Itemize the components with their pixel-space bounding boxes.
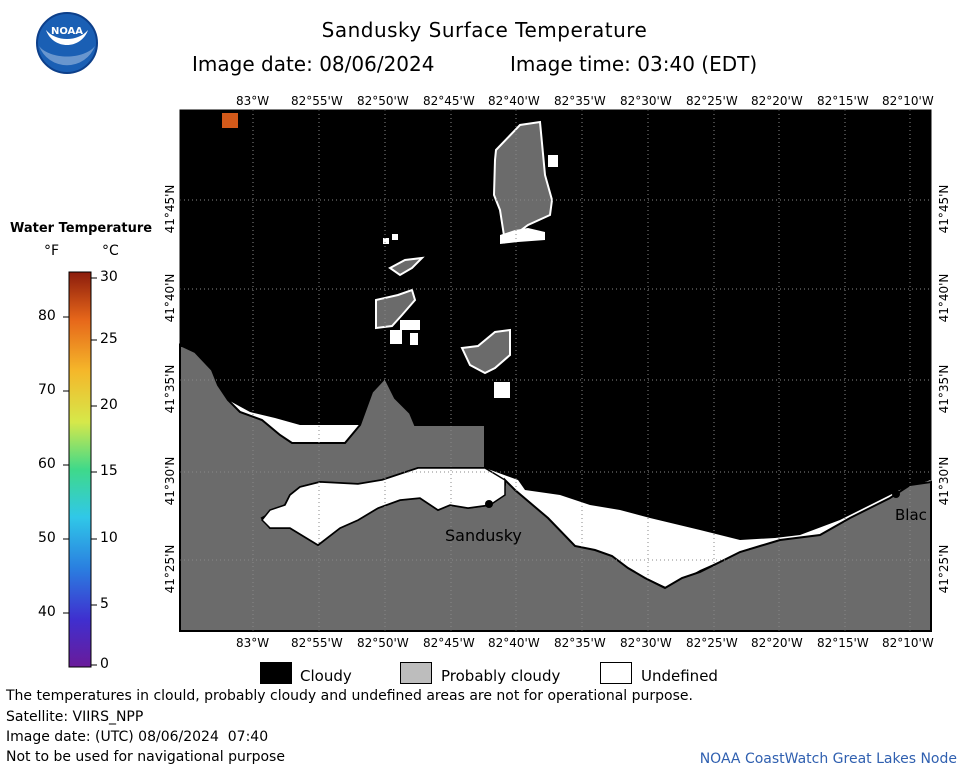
lon-label-bottom: 82°20'W <box>751 636 803 650</box>
undefined-patch <box>500 228 545 244</box>
graticule <box>180 110 931 631</box>
lat-label-right: 41°25'N <box>937 544 951 594</box>
island-small <box>388 256 425 277</box>
unit-fahrenheit: °F <box>44 243 60 259</box>
f-tick-label: 60 <box>38 456 56 472</box>
undefined-patch <box>390 330 402 344</box>
satellite-text: Satellite: VIIRS_NPP <box>6 709 144 725</box>
c-tick-label: 0 <box>100 656 109 672</box>
image-date-label: Image date: 08/06/2024 <box>192 52 435 76</box>
logo-text: NOAA <box>51 26 83 37</box>
lon-label-top: 82°15'W <box>817 94 869 108</box>
c-tick-label: 15 <box>100 463 118 479</box>
f-tick-label: 80 <box>38 308 56 324</box>
lat-label-right: 41°30'N <box>937 456 951 506</box>
lat-label-right: 41°45'N <box>937 184 951 234</box>
lat-label-left: 41°30'N <box>163 456 177 506</box>
lon-label-top: 82°10'W <box>882 94 934 108</box>
sandusky-marker <box>485 500 493 508</box>
lat-label-left: 41°25'N <box>163 544 177 594</box>
undefined-patch <box>494 382 510 398</box>
lon-label-bottom: 82°35'W <box>554 636 606 650</box>
blac-label: Blac <box>895 506 927 524</box>
lat-label-right: 41°35'N <box>937 364 951 414</box>
lon-label-top: 82°30'W <box>620 94 672 108</box>
lon-label-bottom: 82°45'W <box>423 636 475 650</box>
probably-cloudy-key-label: Probably cloudy <box>441 667 561 685</box>
undefined-patch <box>392 234 398 240</box>
f-tick-label: 70 <box>38 382 56 398</box>
lat-label-left: 41°35'N <box>163 364 177 414</box>
cloudy-key-label: Cloudy <box>300 667 352 685</box>
image-time-label: Image time: 03:40 (EDT) <box>510 52 758 76</box>
lon-label-top: 83°W <box>236 94 270 108</box>
lon-label-bottom: 82°55'W <box>291 636 343 650</box>
c-tick-label: 20 <box>100 397 118 413</box>
undefined-swatch <box>600 662 632 684</box>
f-tick-label: 50 <box>38 530 56 546</box>
lat-label-right: 41°40'N <box>937 273 951 323</box>
c-tick-label: 25 <box>100 331 118 347</box>
undefined-patch <box>383 238 389 244</box>
lon-label-bottom: 83°W <box>236 636 270 650</box>
undefined-patch <box>410 333 418 345</box>
c-tick-label: 30 <box>100 269 118 285</box>
lon-label-bottom: 82°50'W <box>357 636 409 650</box>
credit-text: NOAA CoastWatch Great Lakes Node <box>699 751 957 767</box>
disclaimer-text: The temperatures in clould, probably clo… <box>6 688 693 704</box>
c-tick-label: 10 <box>100 530 118 546</box>
undefined-patch <box>548 155 558 167</box>
lat-label-left: 41°45'N <box>163 184 177 234</box>
c-tick-label: 5 <box>100 596 109 612</box>
lon-label-bottom: 82°40'W <box>488 636 540 650</box>
f-tick-label: 40 <box>38 604 56 620</box>
nav-warning-text: Not to be used for navigational purpose <box>6 749 285 765</box>
lat-label-left: 41°40'N <box>163 273 177 323</box>
kelleys-island-area <box>492 120 554 244</box>
probably-cloudy-swatch <box>400 662 432 684</box>
legend-title: Water Temperature <box>10 221 153 236</box>
lon-label-top: 82°25'W <box>686 94 738 108</box>
lon-label-bottom: 82°15'W <box>817 636 869 650</box>
island-east <box>460 328 511 375</box>
undefined-key-label: Undefined <box>641 667 718 685</box>
map-title: Sandusky Surface Temperature <box>321 18 648 42</box>
lon-label-top: 82°35'W <box>554 94 606 108</box>
blac-marker <box>892 490 900 498</box>
color-bar-ticks <box>63 277 97 666</box>
island-medium <box>375 288 417 330</box>
lon-label-bottom: 82°30'W <box>620 636 672 650</box>
map-frame <box>179 109 932 632</box>
warm-water-pixel <box>222 113 238 128</box>
noaa-logo: NOAA <box>36 12 98 74</box>
sandusky-label: Sandusky <box>445 526 522 545</box>
lon-label-top: 82°20'W <box>751 94 803 108</box>
lon-label-bottom: 82°10'W <box>882 636 934 650</box>
lon-label-bottom: 82°25'W <box>686 636 738 650</box>
lon-label-top: 82°45'W <box>423 94 475 108</box>
unit-celsius: °C <box>102 243 119 259</box>
lon-label-top: 82°40'W <box>488 94 540 108</box>
cloudy-swatch <box>260 662 292 684</box>
lon-label-top: 82°50'W <box>357 94 409 108</box>
lon-label-top: 82°55'W <box>291 94 343 108</box>
undefined-patch <box>400 320 420 330</box>
utc-date-text: Image date: (UTC) 08/06/2024 07:40 <box>6 729 269 745</box>
temperature-color-bar <box>68 271 92 668</box>
